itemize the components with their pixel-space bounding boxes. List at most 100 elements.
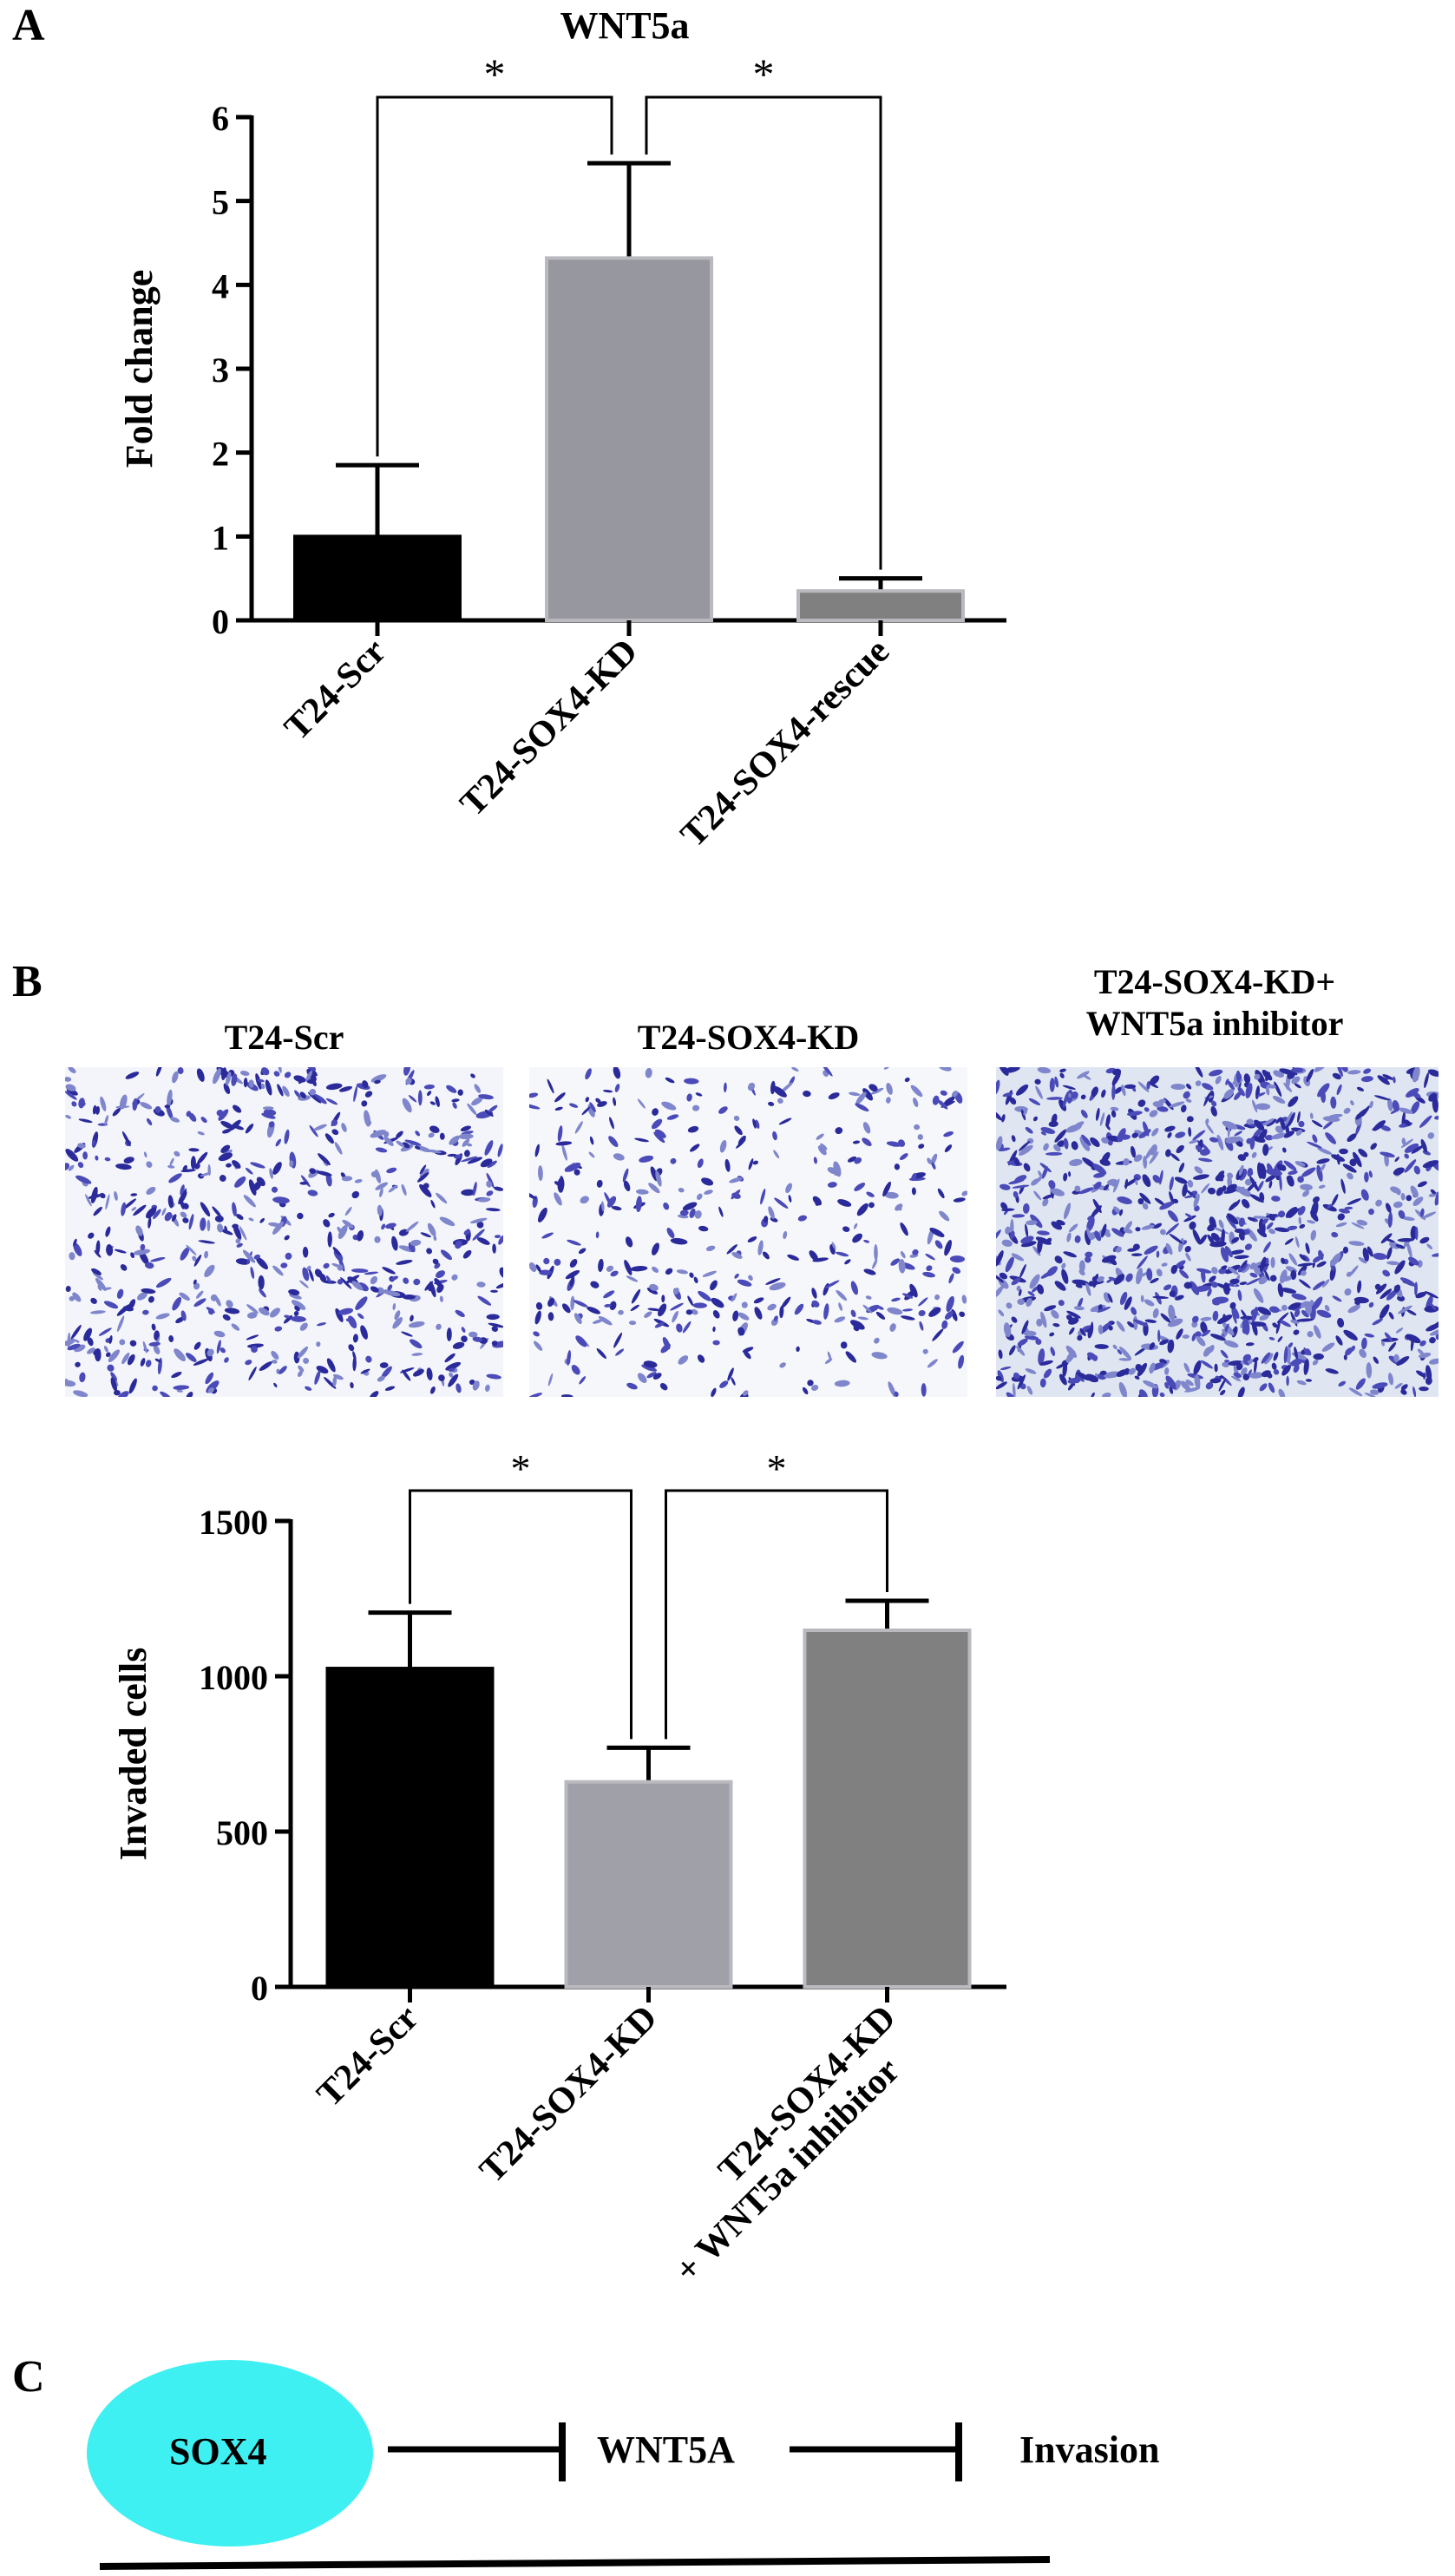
stained-cell: [127, 1354, 135, 1366]
stained-cell: [817, 1145, 827, 1156]
stained-cell: [351, 1268, 369, 1273]
stained-cell: [351, 1281, 364, 1291]
stained-cell: [1146, 1268, 1153, 1281]
stained-cell: [1253, 1216, 1270, 1220]
stained-cell: [1107, 1293, 1113, 1303]
stained-cell: [1242, 1318, 1250, 1335]
stained-cell: [72, 1292, 82, 1302]
x-category-label-line: T24-SOX4-rescue: [673, 632, 897, 855]
stained-cell: [1429, 1358, 1439, 1365]
stained-cell: [1303, 1359, 1309, 1375]
stained-cell: [458, 1133, 474, 1140]
stained-cell: [1297, 1262, 1314, 1267]
stained-cell: [140, 1102, 153, 1110]
stained-cell: [1347, 1304, 1360, 1314]
stained-cell: [1170, 1083, 1186, 1091]
stained-cell: [580, 1196, 589, 1204]
stained-cell: [1268, 1146, 1273, 1150]
stained-cell: [364, 1091, 373, 1098]
stained-cell: [1400, 1389, 1407, 1395]
stained-cell: [926, 1265, 933, 1272]
stained-cell: [952, 1340, 964, 1354]
stained-cell: [779, 1362, 786, 1368]
stained-cell: [1430, 1303, 1437, 1311]
stained-cell: [689, 1208, 696, 1218]
stained-cell: [1164, 1125, 1176, 1132]
stained-cell: [1195, 1144, 1202, 1151]
stained-cell: [1254, 1359, 1257, 1373]
stained-cell: [88, 1232, 95, 1239]
stained-cell: [1372, 1318, 1383, 1326]
stained-cell: [1387, 1211, 1393, 1228]
stained-cell: [1106, 1279, 1112, 1283]
stained-cell: [348, 1315, 357, 1329]
stained-cell: [1239, 1281, 1248, 1286]
stained-cell: [1124, 1084, 1137, 1089]
stained-cell: [1393, 1076, 1396, 1084]
stained-cell: [753, 1297, 764, 1304]
stained-cell: [1349, 1158, 1357, 1167]
stained-cell: [765, 1278, 781, 1285]
stained-cell: [180, 1310, 187, 1321]
stained-cell: [365, 1355, 372, 1363]
stained-cell: [239, 1071, 250, 1076]
stained-cell: [1406, 1242, 1412, 1258]
stained-cell: [641, 1364, 657, 1372]
stained-cell: [1245, 1083, 1253, 1098]
stained-cell: [1006, 1392, 1016, 1397]
stained-cell: [1201, 1329, 1211, 1337]
stained-cell: [1277, 1282, 1284, 1298]
stained-cell: [1062, 1091, 1069, 1108]
stained-cell: [588, 1151, 595, 1158]
stained-cell: [1270, 1256, 1275, 1268]
stained-cell: [834, 1380, 850, 1387]
micrograph-title-kd-inhibitor-text: T24-SOX4-KD+ WNT5a inhibitor: [1085, 962, 1344, 1043]
stained-cell: [1211, 1267, 1218, 1275]
stained-cell: [386, 1167, 397, 1174]
stained-cell: [235, 1238, 241, 1244]
stained-cell: [85, 1194, 92, 1207]
stained-cell: [246, 1304, 259, 1314]
stained-cell: [1049, 1078, 1055, 1092]
stained-cell: [737, 1135, 746, 1145]
stained-cell: [1429, 1337, 1436, 1344]
stained-cell: [1124, 1178, 1129, 1190]
y-tick-label: 1500: [199, 1503, 268, 1542]
stained-cell: [1231, 1306, 1240, 1320]
stained-cell: [168, 1335, 174, 1342]
stained-cell: [214, 1295, 221, 1307]
stained-cell: [144, 1262, 154, 1269]
stained-cell: [837, 1199, 852, 1207]
stained-cell: [1299, 1279, 1311, 1288]
stained-cell: [834, 1316, 846, 1323]
stained-cell: [271, 1350, 279, 1360]
stained-cell: [1291, 1293, 1307, 1301]
stained-cell: [313, 1124, 327, 1131]
stained-cell: [1429, 1328, 1439, 1336]
stained-cell: [1210, 1232, 1220, 1242]
stained-cell: [585, 1068, 592, 1080]
stained-cell: [1137, 1099, 1146, 1107]
stained-cell: [1374, 1283, 1381, 1290]
x-category-label-line: T24-SOX4-KD: [472, 1998, 665, 2191]
stained-cell: [468, 1331, 478, 1338]
stained-cell: [1176, 1144, 1184, 1154]
stained-cell: [554, 1106, 563, 1111]
stained-cell: [678, 1188, 685, 1193]
stained-cell: [596, 1347, 606, 1360]
stained-cell: [652, 1108, 659, 1116]
stained-cell: [1257, 1263, 1269, 1268]
stained-cell: [682, 1202, 698, 1211]
stained-cell: [497, 1144, 503, 1157]
stained-cell: [123, 1157, 134, 1163]
stained-cell: [314, 1370, 321, 1385]
stained-cell: [1399, 1277, 1416, 1287]
stained-cell: [560, 1176, 565, 1189]
stained-cell: [1226, 1183, 1237, 1191]
stained-cell: [1398, 1107, 1413, 1114]
stained-cell: [1156, 1250, 1160, 1258]
stained-cell: [1207, 1288, 1212, 1297]
stained-cell: [376, 1287, 384, 1295]
stained-cell: [1205, 1381, 1214, 1390]
stained-cell: [1170, 1153, 1180, 1162]
